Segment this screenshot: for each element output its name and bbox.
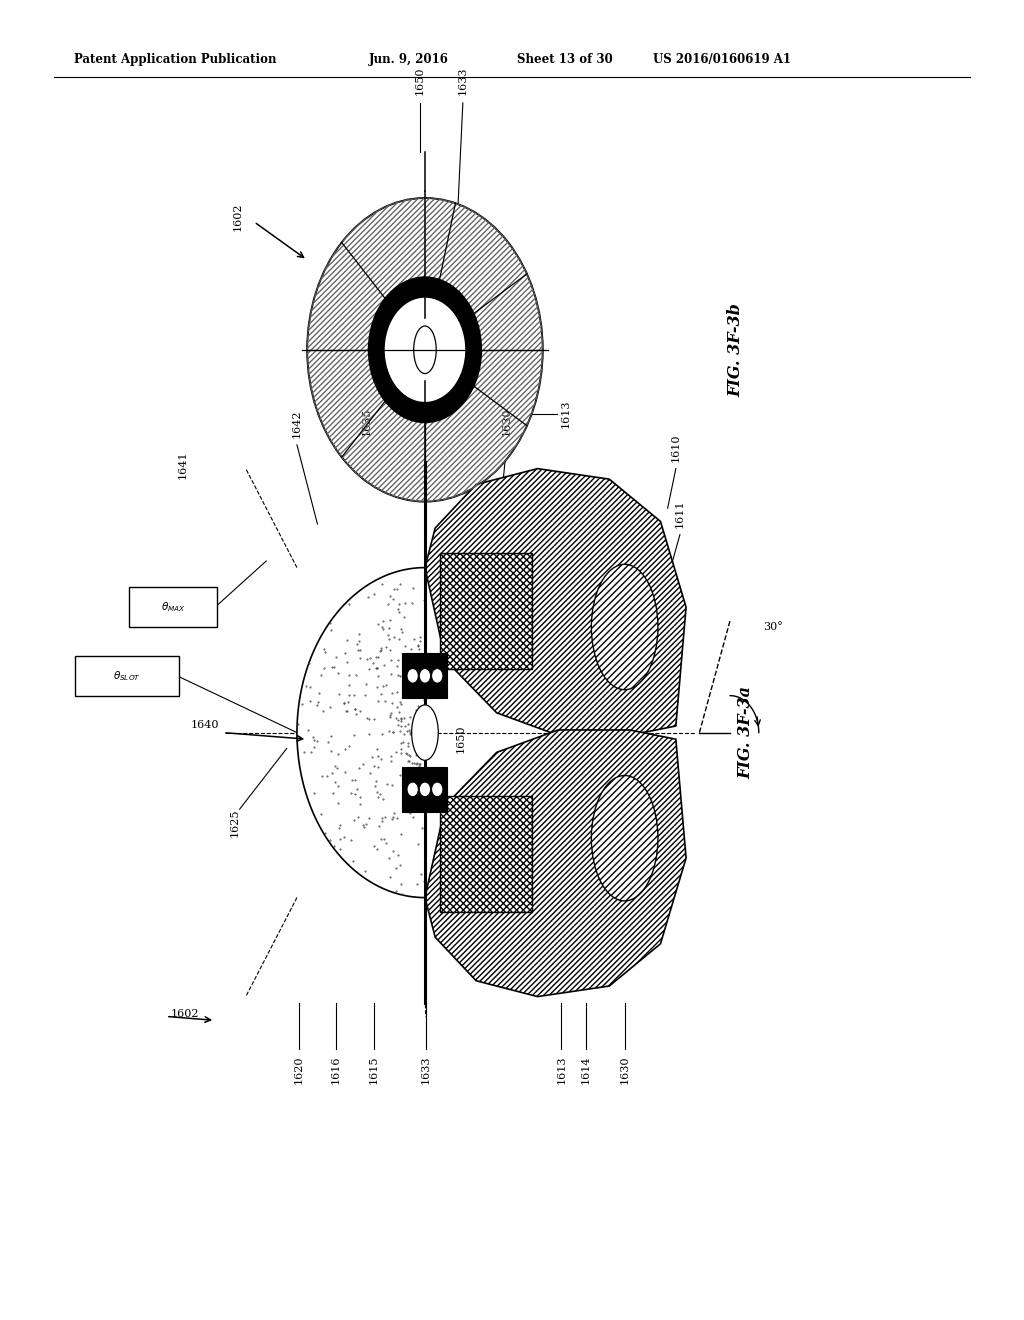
Ellipse shape [592,565,657,689]
Bar [402,767,447,812]
Text: 1613: 1613 [386,569,396,598]
Text: 1633: 1633 [421,1056,431,1085]
Circle shape [420,668,430,684]
Text: 1616: 1616 [331,1056,341,1085]
Text: Sheet 13 of 30: Sheet 13 of 30 [517,53,613,66]
Text: 1633: 1633 [458,66,468,95]
Text: 1602: 1602 [171,1008,200,1019]
Circle shape [307,198,543,502]
Text: 30°: 30° [763,622,782,632]
Text: $\theta_{SLOT}$: $\theta_{SLOT}$ [114,669,140,682]
Circle shape [384,297,466,403]
Text: $\theta_{MAX}$: $\theta_{MAX}$ [161,601,185,614]
Text: 1630: 1630 [502,407,512,436]
Polygon shape [297,568,425,898]
Circle shape [407,668,418,684]
Text: 1642: 1642 [292,409,302,438]
Text: 1620: 1620 [294,1056,304,1085]
Text: Jun. 9, 2016: Jun. 9, 2016 [369,53,449,66]
Ellipse shape [414,326,436,374]
Text: 1610: 1610 [671,433,681,462]
Text: 1615: 1615 [369,1056,379,1085]
Ellipse shape [592,776,657,902]
Text: 1641: 1641 [177,450,187,479]
Polygon shape [425,730,686,997]
Text: 1602: 1602 [232,202,243,231]
Text: Patent Application Publication: Patent Application Publication [74,53,276,66]
Ellipse shape [412,705,438,760]
Text: 1613: 1613 [560,400,570,428]
Polygon shape [425,469,686,735]
Text: 1650: 1650 [456,725,466,754]
Text: 1635: 1635 [361,407,372,436]
Text: 1650: 1650 [415,66,425,95]
Circle shape [407,781,418,796]
Circle shape [420,781,430,796]
Text: 1614: 1614 [581,1056,591,1085]
FancyBboxPatch shape [440,796,532,912]
Text: US 2016/0160619 A1: US 2016/0160619 A1 [653,53,792,66]
FancyBboxPatch shape [75,656,179,696]
Circle shape [432,781,442,796]
FancyBboxPatch shape [440,553,532,669]
Text: 1611: 1611 [675,499,685,528]
Circle shape [369,277,481,422]
Circle shape [432,668,442,684]
Text: FIG. 3F-3a: FIG. 3F-3a [737,686,755,779]
Bar [402,653,447,698]
Text: 1613: 1613 [556,1056,566,1085]
Text: 1640: 1640 [190,719,219,730]
Text: 1625: 1625 [229,808,240,837]
FancyBboxPatch shape [129,587,217,627]
Text: FIG. 3F-3b: FIG. 3F-3b [727,302,744,397]
Text: 1630: 1630 [620,1056,630,1085]
